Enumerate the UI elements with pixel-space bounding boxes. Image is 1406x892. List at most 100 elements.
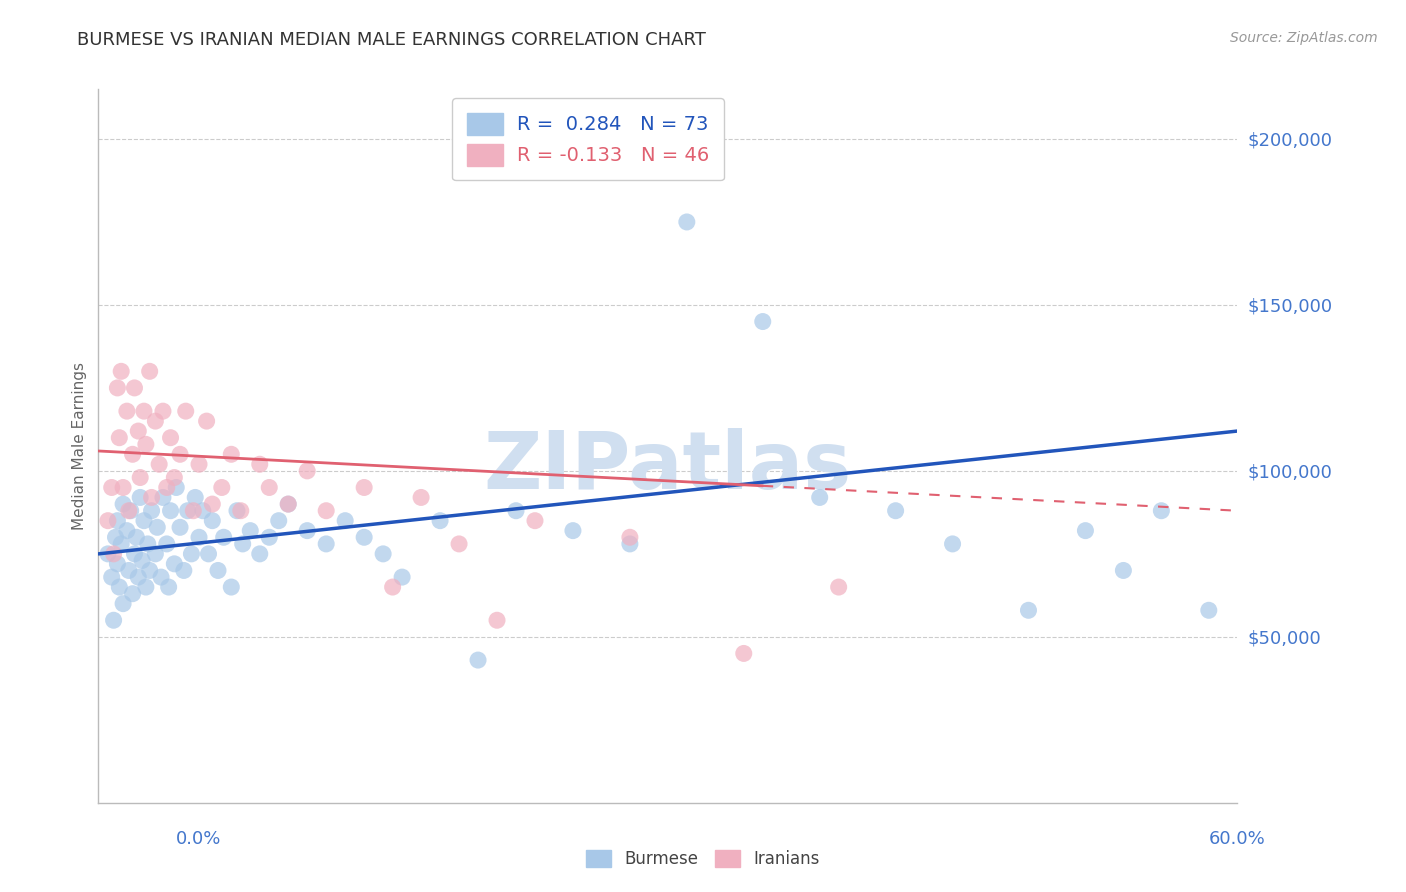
Point bbox=[141, 504, 163, 518]
Point bbox=[371, 547, 394, 561]
Point bbox=[752, 314, 775, 328]
Point bbox=[267, 514, 290, 528]
Point bbox=[135, 437, 157, 451]
Point bbox=[259, 530, 281, 544]
Point bbox=[1150, 504, 1173, 518]
Point bbox=[381, 580, 404, 594]
Point bbox=[211, 481, 233, 495]
Point bbox=[132, 404, 155, 418]
Legend: R =  0.284   N = 73, R = -0.133   N = 46: R = 0.284 N = 73, R = -0.133 N = 46 bbox=[453, 98, 724, 180]
Point bbox=[229, 504, 252, 518]
Point bbox=[135, 580, 157, 594]
Point bbox=[127, 570, 149, 584]
Point bbox=[100, 570, 122, 584]
Point bbox=[138, 364, 160, 378]
Text: ZIPatlas: ZIPatlas bbox=[484, 428, 852, 507]
Text: Source: ZipAtlas.com: Source: ZipAtlas.com bbox=[1230, 31, 1378, 45]
Point bbox=[315, 504, 337, 518]
Point bbox=[184, 491, 207, 505]
Point bbox=[97, 514, 120, 528]
Point bbox=[505, 504, 527, 518]
Point bbox=[169, 520, 191, 534]
Point bbox=[112, 481, 135, 495]
Point bbox=[165, 481, 187, 495]
Point bbox=[1074, 524, 1097, 538]
Point bbox=[159, 431, 181, 445]
Point bbox=[146, 520, 169, 534]
Text: BURMESE VS IRANIAN MEDIAN MALE EARNINGS CORRELATION CHART: BURMESE VS IRANIAN MEDIAN MALE EARNINGS … bbox=[77, 31, 706, 49]
Point bbox=[115, 404, 138, 418]
Point bbox=[97, 547, 120, 561]
Point bbox=[173, 564, 195, 578]
Point bbox=[131, 553, 153, 567]
Point bbox=[110, 537, 132, 551]
Point bbox=[207, 564, 229, 578]
Point bbox=[449, 537, 471, 551]
Point bbox=[411, 491, 433, 505]
Point bbox=[163, 557, 186, 571]
Point bbox=[156, 481, 179, 495]
Point bbox=[1018, 603, 1040, 617]
Point bbox=[121, 447, 143, 461]
Point bbox=[808, 491, 831, 505]
Point bbox=[174, 404, 197, 418]
Point bbox=[127, 424, 149, 438]
Point bbox=[100, 481, 122, 495]
Point bbox=[297, 464, 319, 478]
Point bbox=[145, 414, 167, 428]
Point bbox=[157, 580, 180, 594]
Point bbox=[118, 564, 141, 578]
Point bbox=[103, 613, 125, 627]
Point bbox=[129, 491, 152, 505]
Point bbox=[107, 514, 129, 528]
Point bbox=[159, 504, 181, 518]
Point bbox=[141, 491, 163, 505]
Point bbox=[212, 530, 235, 544]
Point bbox=[132, 514, 155, 528]
Point bbox=[188, 457, 211, 471]
Point bbox=[169, 447, 191, 461]
Point bbox=[884, 504, 907, 518]
Point bbox=[103, 547, 125, 561]
Point bbox=[828, 580, 851, 594]
Point bbox=[391, 570, 413, 584]
Point bbox=[429, 514, 451, 528]
Text: 60.0%: 60.0% bbox=[1209, 830, 1265, 847]
Point bbox=[524, 514, 547, 528]
Point bbox=[619, 537, 641, 551]
Point bbox=[676, 215, 699, 229]
Point bbox=[353, 530, 375, 544]
Point bbox=[112, 597, 135, 611]
Point bbox=[124, 381, 146, 395]
Point bbox=[121, 587, 143, 601]
Point bbox=[486, 613, 509, 627]
Point bbox=[107, 557, 129, 571]
Point bbox=[120, 504, 142, 518]
Point bbox=[195, 414, 218, 428]
Point bbox=[176, 504, 198, 518]
Point bbox=[124, 547, 146, 561]
Point bbox=[226, 504, 249, 518]
Point bbox=[156, 537, 179, 551]
Point bbox=[353, 481, 375, 495]
Point bbox=[315, 537, 337, 551]
Point bbox=[129, 470, 152, 484]
Y-axis label: Median Male Earnings: Median Male Earnings bbox=[72, 362, 87, 530]
Legend: Burmese, Iranians: Burmese, Iranians bbox=[579, 843, 827, 875]
Point bbox=[183, 504, 205, 518]
Point bbox=[163, 470, 186, 484]
Point bbox=[259, 481, 281, 495]
Point bbox=[733, 647, 755, 661]
Point bbox=[125, 530, 148, 544]
Point bbox=[197, 547, 219, 561]
Point bbox=[221, 447, 243, 461]
Point bbox=[180, 547, 202, 561]
Point bbox=[562, 524, 585, 538]
Point bbox=[110, 364, 132, 378]
Point bbox=[104, 530, 127, 544]
Point bbox=[108, 580, 131, 594]
Point bbox=[145, 547, 167, 561]
Point bbox=[152, 491, 174, 505]
Point bbox=[136, 537, 159, 551]
Point bbox=[1198, 603, 1220, 617]
